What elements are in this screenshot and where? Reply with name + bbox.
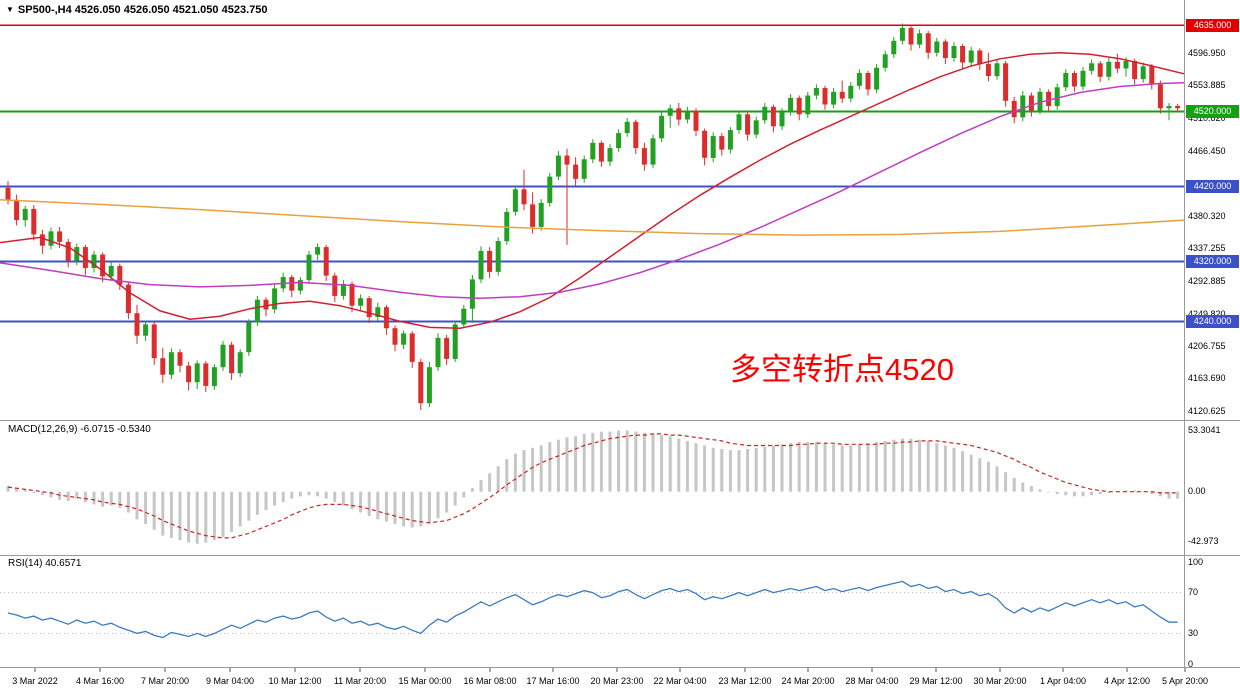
price-tick: 4466.450 <box>1188 146 1226 156</box>
chart-annotation: 多空转折点4520 <box>730 352 954 387</box>
price-line-badge: 4320.000 <box>1186 254 1239 268</box>
indicator-tick: -42.973 <box>1188 535 1219 546</box>
time-label: 9 Mar 04:00 <box>205 676 255 686</box>
rsi-indicator-label: RSI(14) 40.6571 <box>8 558 82 569</box>
time-label: 22 Mar 04:00 <box>653 676 707 686</box>
price-axis[interactable] <box>1185 0 1240 667</box>
time-label: 1 Apr 04:00 <box>1039 676 1087 686</box>
price-line-badge: 4240.000 <box>1186 314 1239 328</box>
collapse-triangle-icon[interactable]: ▼ <box>6 5 14 14</box>
macd-indicator-label: MACD(12,26,9) -6.0715 -0.5340 <box>8 424 151 435</box>
time-label: 23 Mar 12:00 <box>718 676 772 686</box>
horizontal-level-lines <box>0 24 1184 323</box>
price-tick: 4249.820 <box>1188 308 1226 319</box>
indicator-tick: 100 <box>1188 556 1204 567</box>
indicator-tick: 30 <box>1188 627 1199 638</box>
time-label: 17 Mar 16:00 <box>526 676 580 686</box>
macd-histogram <box>6 430 1180 544</box>
ma-slow-orange-line <box>0 199 1185 236</box>
time-label: 7 Mar 20:00 <box>140 676 190 686</box>
price-tick: 4337.255 <box>1188 242 1226 253</box>
ma-mid-magenta-line <box>0 82 1185 299</box>
price-line-badge: 4420.000 <box>1186 179 1239 193</box>
price-tick: 4163.690 <box>1188 373 1226 384</box>
time-label: 15 Mar 00:00 <box>398 676 452 686</box>
ma-fast-red-line <box>0 52 1185 329</box>
time-label: 29 Mar 12:00 <box>909 676 963 686</box>
price-tick: 4292.885 <box>1188 276 1226 287</box>
time-label: 4 Mar 16:00 <box>75 676 125 686</box>
price-line-badge: 4635.000 <box>1186 18 1239 32</box>
symbol-ohlc-text: SP500-,H4 4526.050 4526.050 4521.050 452… <box>17 4 268 16</box>
price-tick: 4120.625 <box>1188 405 1226 416</box>
time-label: 16 Mar 08:00 <box>463 676 517 686</box>
price-tick: 4380.320 <box>1188 210 1226 221</box>
time-label: 4 Apr 12:00 <box>1103 676 1151 686</box>
price-line-badge: 4520.000 <box>1186 104 1239 118</box>
indicator-tick: 53.3041 <box>1188 424 1221 435</box>
indicator-tick: 70 <box>1188 587 1199 598</box>
candles-layer <box>5 23 1181 410</box>
indicator-tick: 0 <box>1188 658 1194 669</box>
chart-title: ▼ SP500-,H4 4526.050 4526.050 4521.050 4… <box>6 4 267 16</box>
indicator-tick: 0.00 <box>1188 486 1206 497</box>
price-tick: 4206.755 <box>1188 340 1226 351</box>
time-label: 3 Mar 2022 <box>12 676 58 686</box>
rsi-line <box>7 580 1178 639</box>
time-label: 5 Apr 20:00 <box>1161 676 1209 686</box>
time-label: 28 Mar 04:00 <box>845 676 899 686</box>
time-label: 30 Mar 20:00 <box>973 676 1027 686</box>
price-tick: 4553.885 <box>1188 80 1226 91</box>
time-label: 24 Mar 20:00 <box>781 676 835 686</box>
price-tick: 4596.950 <box>1188 48 1226 59</box>
time-label: 10 Mar 12:00 <box>268 676 322 686</box>
time-label: 11 Mar 20:00 <box>333 676 387 686</box>
time-label: 20 Mar 23:00 <box>590 676 644 686</box>
